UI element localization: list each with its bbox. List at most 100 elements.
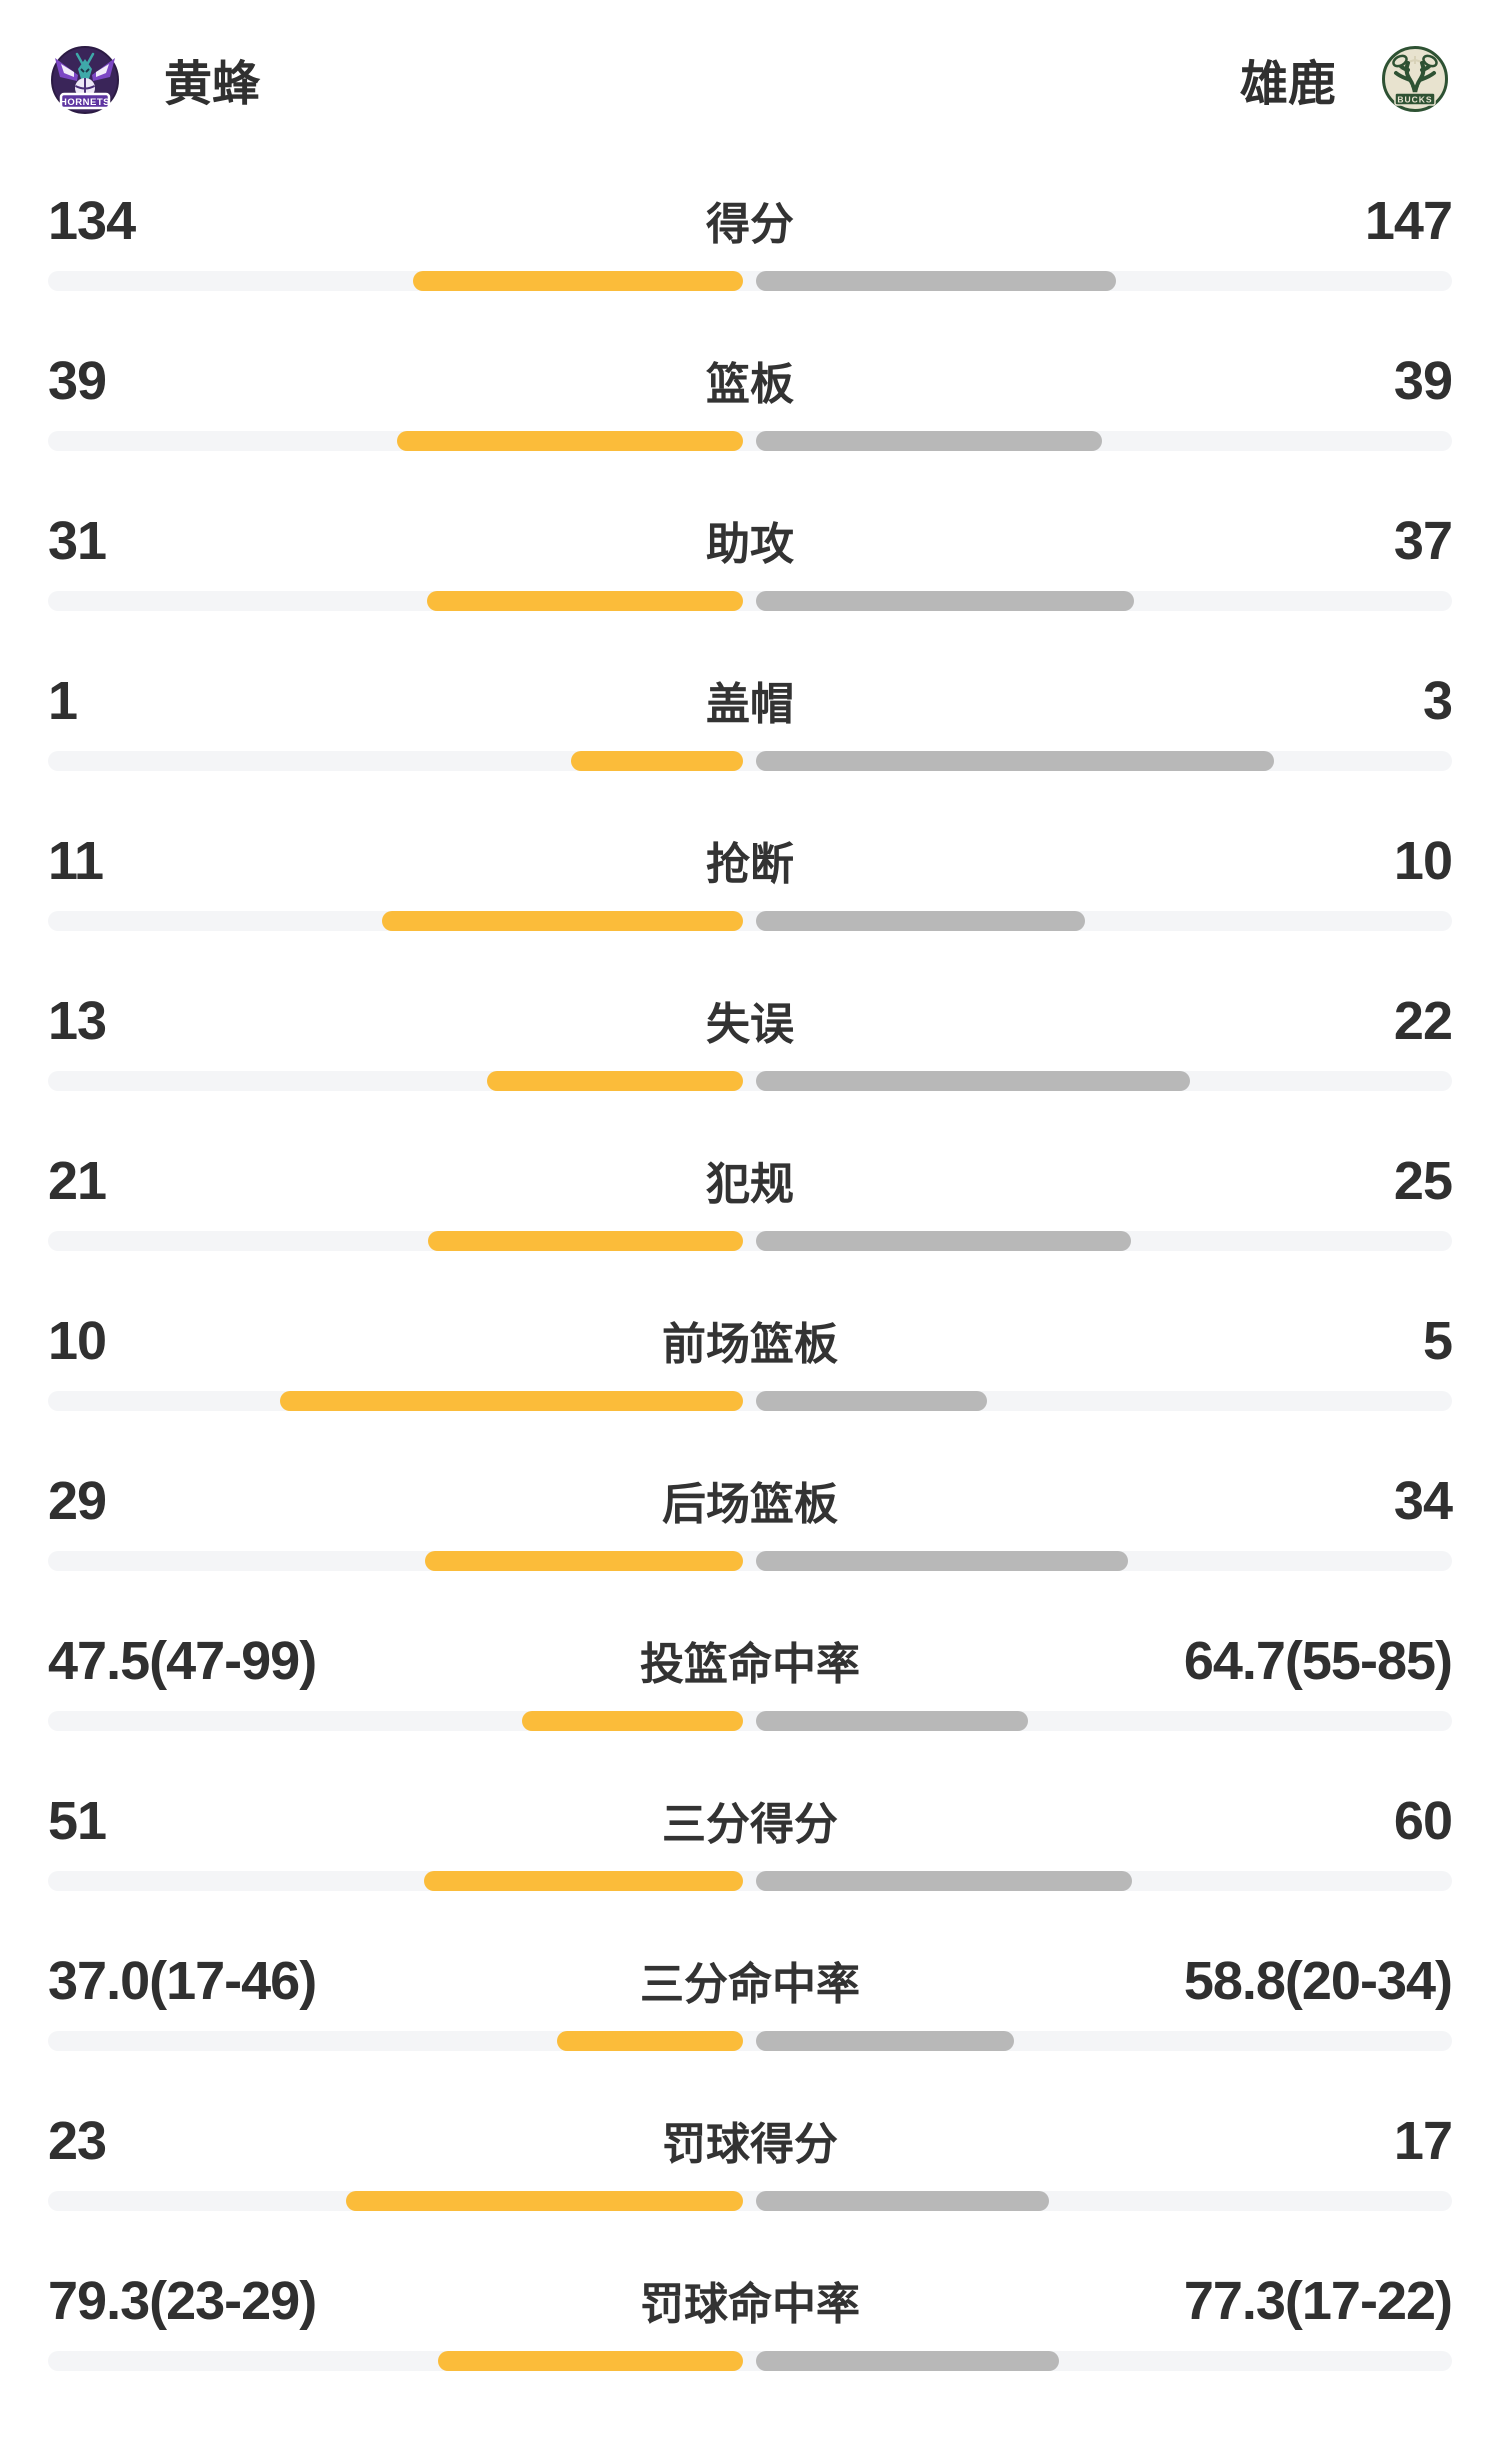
stat-right-value: 25	[1393, 1151, 1453, 1211]
stat-left-bar	[557, 2031, 743, 2051]
team-right-name[interactable]: 雄鹿	[1239, 58, 1336, 111]
stat-right-bar	[756, 911, 1085, 931]
stat-label: 助攻	[706, 520, 794, 569]
stat-row-top: 47.5(47-99) 投篮命中率 64.7(55-85)	[48, 1630, 1453, 1692]
stat-left-bar	[571, 751, 743, 771]
stat-bar-track	[48, 2191, 1452, 2211]
stat-bar-track	[48, 1551, 1452, 1571]
stat-row-top: 1 盖帽 3	[48, 670, 1453, 732]
stat-label: 篮板	[706, 360, 794, 409]
stat-row-top: 37.0(17-46) 三分命中率 58.8(20-34)	[48, 1950, 1453, 2012]
stat-row: 1 盖帽 3	[0, 670, 1500, 830]
stat-left-bar	[424, 1871, 743, 1891]
stat-left-bar	[280, 1391, 743, 1411]
stat-right-bar	[756, 431, 1102, 451]
stat-row: 134 得分 147	[0, 190, 1500, 350]
stat-left-bar	[438, 2351, 743, 2371]
stat-label: 罚球得分	[662, 2120, 838, 2169]
stat-row-top: 31 助攻 37	[48, 510, 1453, 572]
stat-right-bar	[756, 1231, 1131, 1251]
stat-left-bar	[427, 591, 743, 611]
stat-left-bar	[382, 911, 743, 931]
stat-right-value: 3	[1422, 671, 1453, 731]
stat-right-bar	[756, 271, 1116, 291]
stat-row-top: 11 抢断 10	[48, 830, 1453, 892]
stat-right-bar	[756, 1071, 1190, 1091]
stat-right-bar	[756, 1711, 1028, 1731]
stat-row-top: 13 失误 22	[48, 990, 1453, 1052]
stat-bar-track	[48, 1231, 1452, 1251]
stat-right-value: 39	[1393, 351, 1453, 411]
stat-bar-track	[48, 591, 1452, 611]
stat-bar-track	[48, 2031, 1452, 2051]
bucks-logo-icon[interactable]: BUCKS	[1380, 44, 1450, 114]
match-stats-page: HORNETS 黄蜂 雄鹿	[0, 44, 1500, 2444]
stat-bar-track	[48, 1711, 1452, 1731]
stat-row: 13 失误 22	[0, 990, 1500, 1150]
stat-right-value: 5	[1422, 1311, 1453, 1371]
stat-row: 37.0(17-46) 三分命中率 58.8(20-34)	[0, 1950, 1500, 2110]
stat-bar-track	[48, 911, 1452, 931]
stat-row: 51 三分得分 60	[0, 1790, 1500, 1950]
stat-row: 31 助攻 37	[0, 510, 1500, 670]
header: HORNETS 黄蜂 雄鹿	[50, 44, 1450, 114]
stat-label: 罚球命中率	[640, 2280, 860, 2329]
stat-row-top: 29 后场篮板 34	[48, 1470, 1453, 1532]
stat-left-value: 39	[48, 351, 107, 411]
stat-left-value: 1	[48, 671, 78, 731]
stat-left-bar	[413, 271, 743, 291]
stat-left-value: 79.3(23-29)	[48, 2271, 317, 2331]
stat-row-top: 23 罚球得分 17	[48, 2110, 1453, 2172]
stat-row-top: 79.3(23-29) 罚球命中率 77.3(17-22)	[48, 2270, 1453, 2332]
team-right[interactable]: 雄鹿 BUCKS	[1240, 44, 1450, 114]
stat-label: 后场篮板	[662, 1480, 838, 1529]
stat-bar-track	[48, 2351, 1452, 2371]
stat-label: 犯规	[706, 1160, 794, 1209]
stat-label: 盖帽	[706, 680, 794, 729]
stat-left-value: 29	[48, 1471, 107, 1531]
stat-left-bar	[425, 1551, 743, 1571]
stat-left-value: 47.5(47-99)	[48, 1631, 317, 1691]
stat-label: 三分命中率	[640, 1960, 860, 2009]
stat-label: 前场篮板	[662, 1320, 838, 1369]
stat-bar-track	[48, 271, 1452, 291]
stat-right-value: 64.7(55-85)	[1183, 1631, 1453, 1691]
svg-text:BUCKS: BUCKS	[1397, 95, 1432, 105]
stat-right-value: 77.3(17-22)	[1183, 2271, 1453, 2331]
stat-right-bar	[756, 751, 1274, 771]
stat-left-value: 23	[48, 2111, 107, 2171]
stat-right-value: 34	[1393, 1471, 1453, 1531]
stat-left-value: 31	[48, 511, 107, 571]
stat-right-value: 37	[1393, 511, 1453, 571]
stat-bar-track	[48, 1071, 1452, 1091]
stat-left-value: 13	[48, 991, 107, 1051]
stat-left-value: 37.0(17-46)	[48, 1951, 317, 2011]
stat-bar-track	[48, 751, 1452, 771]
stat-row: 21 犯规 25	[0, 1150, 1500, 1310]
stat-row-top: 21 犯规 25	[48, 1150, 1453, 1212]
stat-bar-track	[48, 431, 1452, 451]
stat-right-bar	[756, 2031, 1014, 2051]
stat-label: 抢断	[706, 840, 794, 889]
stat-label: 投篮命中率	[640, 1640, 860, 1689]
stat-label: 三分得分	[662, 1800, 838, 1849]
stat-row-top: 39 篮板 39	[48, 350, 1453, 412]
stat-left-value: 10	[48, 1311, 107, 1371]
hornets-logo-icon[interactable]: HORNETS	[50, 44, 120, 114]
stat-bar-track	[48, 1391, 1452, 1411]
stat-right-bar	[756, 1551, 1128, 1571]
team-left[interactable]: HORNETS 黄蜂	[50, 44, 260, 114]
stat-left-value: 51	[48, 1791, 107, 1851]
stat-left-bar	[346, 2191, 743, 2211]
stat-label: 失误	[706, 1000, 794, 1049]
stat-left-bar	[428, 1231, 743, 1251]
stat-left-value: 11	[48, 831, 104, 891]
stat-left-value: 21	[48, 1151, 107, 1211]
stat-left-bar	[487, 1071, 743, 1091]
stat-label: 得分	[706, 200, 794, 249]
stat-row: 47.5(47-99) 投篮命中率 64.7(55-85)	[0, 1630, 1500, 1790]
stat-right-bar	[756, 591, 1134, 611]
stat-right-value: 22	[1393, 991, 1453, 1051]
team-left-name[interactable]: 黄蜂	[164, 58, 261, 111]
stat-right-bar	[756, 1871, 1132, 1891]
